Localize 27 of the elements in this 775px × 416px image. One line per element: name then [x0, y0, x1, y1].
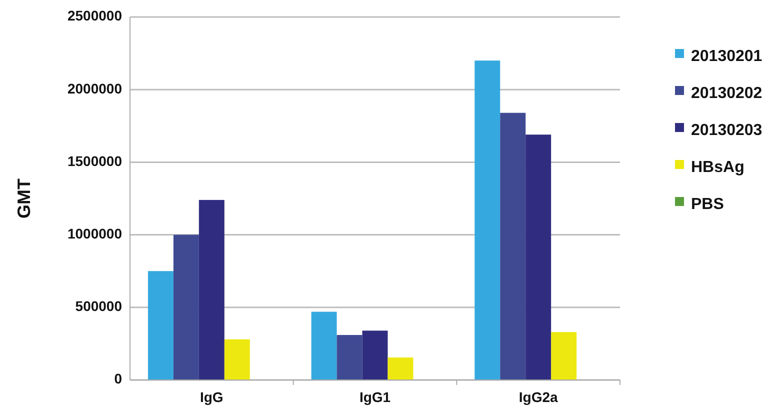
bar: [388, 357, 414, 380]
bar: [173, 234, 199, 380]
x-tick-label: IgG2a: [518, 389, 558, 405]
y-tick-label: 1500000: [67, 152, 122, 169]
bar: [198, 200, 224, 380]
legend-label: 20130202: [691, 85, 762, 102]
y-tick-label: 0: [114, 370, 122, 387]
legend-label: 20130203: [691, 122, 762, 140]
bar: [526, 134, 552, 380]
bar: [474, 60, 500, 380]
legend-label: 20130201: [691, 48, 762, 66]
x-tick-label: IgG: [200, 389, 224, 405]
bar: [362, 330, 388, 380]
x-tick-label: IgG1: [359, 389, 391, 405]
bar: [224, 339, 250, 380]
bar: [551, 332, 577, 380]
bar: [500, 112, 526, 380]
y-tick-label: 2000000: [67, 80, 122, 96]
y-tick-label: 2500000: [67, 8, 122, 24]
legend-label: PBS: [691, 196, 724, 214]
y-axis-title: GMT: [14, 178, 34, 218]
y-tick-label: 1000000: [67, 226, 122, 242]
bar: [336, 334, 362, 380]
bar: [148, 271, 174, 380]
y-tick-label: 500000: [75, 298, 122, 314]
bar: [311, 312, 337, 380]
legend-label: HBsAg: [691, 159, 744, 176]
